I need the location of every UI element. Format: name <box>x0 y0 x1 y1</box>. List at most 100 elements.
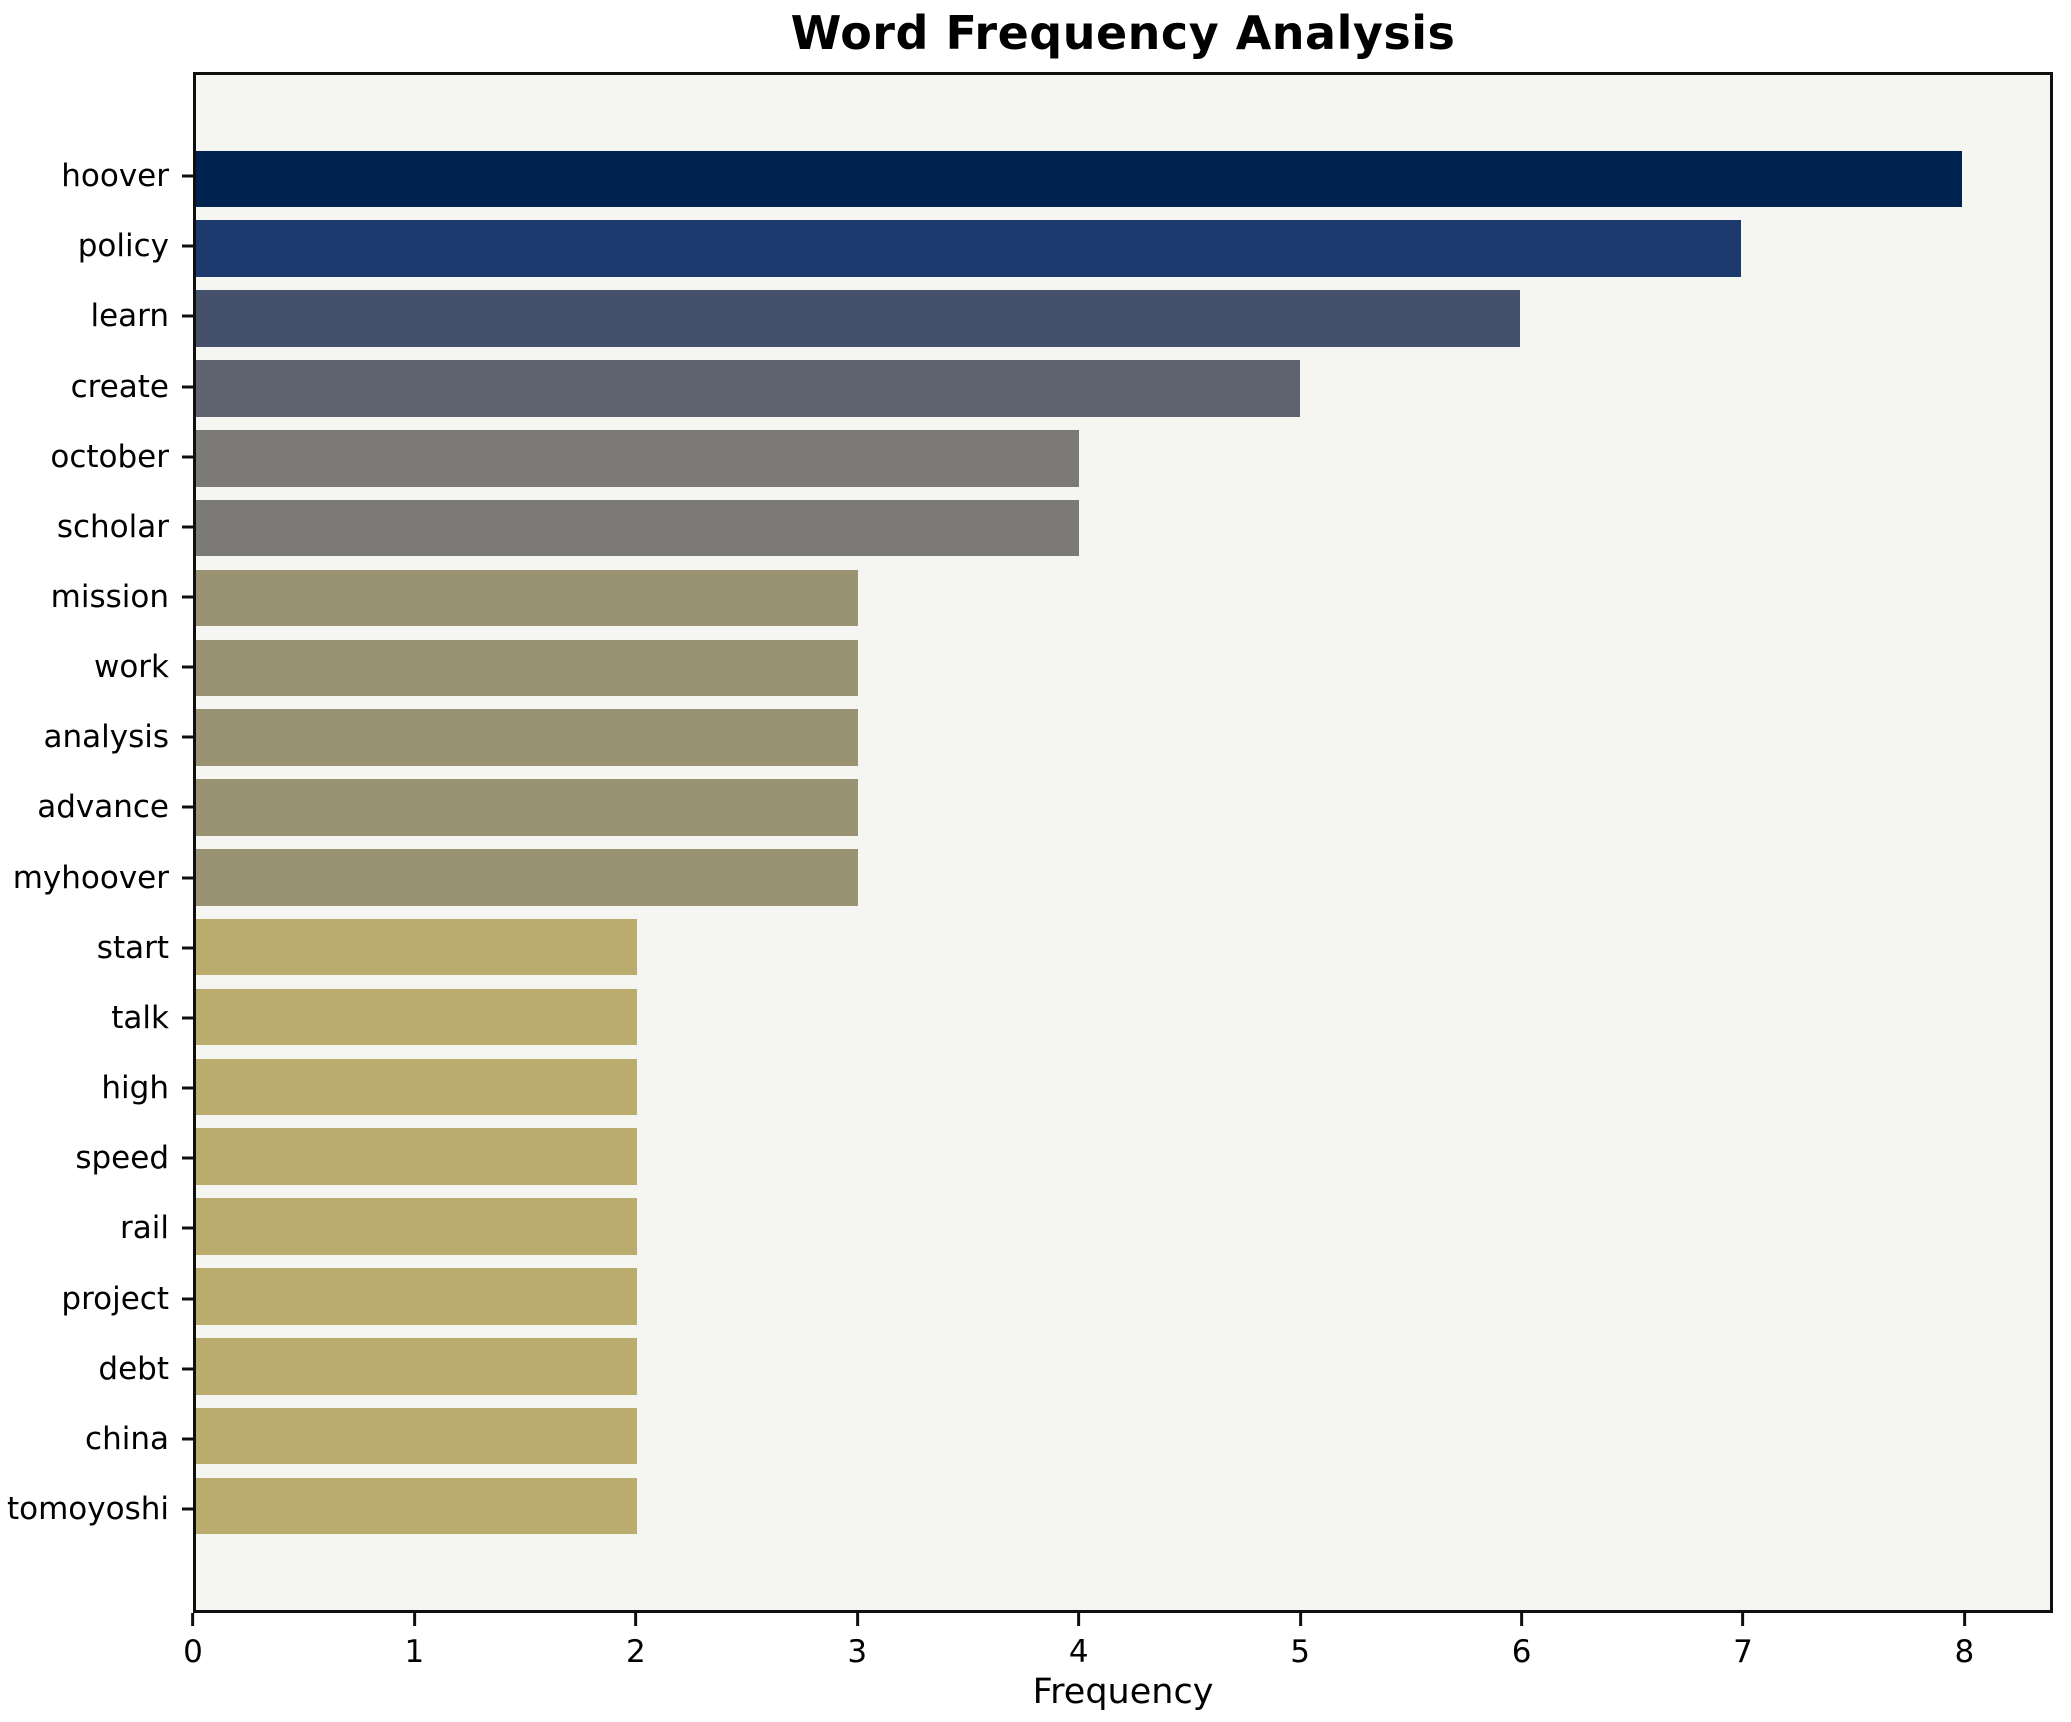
y-tick-mark <box>182 1086 193 1090</box>
x-tick-mark <box>855 1613 859 1626</box>
bar-row <box>196 773 2050 843</box>
y-tick-row: advance <box>0 772 193 842</box>
x-tick-3: 3 <box>847 1613 867 1670</box>
y-tick-label-tomoyoshi: tomoyoshi <box>6 1491 169 1528</box>
x-tick-6: 6 <box>1511 1613 1532 1670</box>
bar-row <box>196 354 2050 424</box>
bar-work <box>196 639 859 697</box>
bar-learn <box>196 290 1521 347</box>
y-tick-row: high <box>0 1053 193 1123</box>
y-tick-label-speed: speed <box>75 1140 169 1177</box>
x-tick-mark <box>634 1613 638 1626</box>
y-tick-mark <box>182 525 193 529</box>
x-tick-label: 4 <box>1068 1634 1089 1670</box>
y-tick-mark <box>182 805 193 809</box>
x-tick-mark <box>412 1613 416 1626</box>
y-tick-row: start <box>0 913 193 983</box>
y-tick-row: analysis <box>0 702 193 772</box>
y-tick-mark <box>182 385 193 389</box>
bar-high <box>196 1058 638 1116</box>
x-tick-0: 0 <box>183 1613 203 1670</box>
x-tick-label: 6 <box>1511 1634 1532 1670</box>
y-tick-label-october: october <box>50 438 169 475</box>
x-tick-7: 7 <box>1733 1613 1753 1670</box>
y-tick-mark <box>182 1226 193 1230</box>
bar-row <box>196 493 2050 563</box>
y-tick-row: rail <box>0 1193 193 1263</box>
x-tick-mark <box>1741 1613 1745 1626</box>
bar-mission <box>196 569 859 627</box>
bar-row <box>196 1192 2050 1262</box>
bar-rail <box>196 1198 638 1255</box>
x-tick-8: 8 <box>1954 1613 1975 1670</box>
y-tick-mark <box>182 876 193 880</box>
y-tick-label-rail: rail <box>120 1210 169 1247</box>
bar-row <box>196 423 2050 493</box>
bar-advance <box>196 779 859 836</box>
x-tick-2: 2 <box>626 1613 646 1670</box>
bar-row <box>196 144 2050 214</box>
y-tick-row: china <box>0 1404 193 1474</box>
bar-row <box>196 1052 2050 1122</box>
y-tick-label-debt: debt <box>98 1350 169 1387</box>
y-tick-mark <box>182 1156 193 1160</box>
y-tick-label-talk: talk <box>111 999 169 1036</box>
chart-title: Word Frequency Analysis <box>790 6 1456 60</box>
y-tick-row: learn <box>0 281 193 351</box>
bar-row <box>196 912 2050 982</box>
bar-row <box>196 1401 2050 1471</box>
bar-start <box>196 918 638 976</box>
bar-row <box>196 1331 2050 1401</box>
y-tick-label-policy: policy <box>77 228 169 265</box>
bar-project <box>196 1268 638 1325</box>
x-tick-label: 2 <box>625 1634 646 1670</box>
y-tick-row: hoover <box>0 141 193 211</box>
y-tick-mark <box>182 735 193 739</box>
bar-row <box>196 1471 2050 1541</box>
x-tick-label: 8 <box>1954 1634 1975 1670</box>
bar-speed <box>196 1128 638 1186</box>
y-tick-row: policy <box>0 211 193 281</box>
y-tick-label-analysis: analysis <box>43 719 169 756</box>
x-tick-4: 4 <box>1069 1613 1089 1670</box>
y-tick-label-high: high <box>101 1070 169 1107</box>
x-tick-label: 5 <box>1290 1634 1311 1670</box>
y-tick-row: talk <box>0 983 193 1053</box>
y-tick-label-project: project <box>61 1280 169 1317</box>
x-tick-mark <box>1962 1613 1966 1626</box>
y-tick-row: debt <box>0 1334 193 1404</box>
bar-policy <box>196 220 1741 278</box>
bar-hoover <box>196 150 1962 208</box>
bar-row <box>196 214 2050 284</box>
y-tick-row: project <box>0 1264 193 1334</box>
y-tick-mark <box>182 1507 193 1511</box>
y-tick-label-myhoover: myhoover <box>12 859 169 896</box>
bar-row <box>196 633 2050 703</box>
bar-tomoyoshi <box>196 1477 638 1535</box>
y-tick-label-scholar: scholar <box>56 508 169 545</box>
y-tick-label-mission: mission <box>50 579 169 616</box>
y-tick-label-learn: learn <box>90 298 169 335</box>
y-axis-labels: hoover policy learn create october scholar mis… <box>0 141 193 1544</box>
bar-row <box>196 842 2050 912</box>
bar-myhoover <box>196 849 859 906</box>
y-tick-mark <box>182 314 193 318</box>
x-tick-1: 1 <box>405 1613 424 1670</box>
bar-scholar <box>196 499 1079 557</box>
bar-talk <box>196 988 638 1046</box>
bar-row <box>196 284 2050 354</box>
x-tick-mark <box>1520 1613 1524 1626</box>
y-tick-row: tomoyoshi <box>0 1474 193 1544</box>
y-tick-label-create: create <box>70 368 169 405</box>
bar-debt <box>196 1337 638 1395</box>
bar-october <box>196 430 1079 487</box>
y-tick-label-advance: advance <box>37 789 169 826</box>
bar-china <box>196 1407 638 1465</box>
y-tick-mark <box>182 1437 193 1441</box>
x-axis-ticks: 0 1 2 3 4 5 6 7 8 <box>183 1613 2053 1703</box>
bar-create <box>196 360 1300 417</box>
y-tick-row: work <box>0 632 193 702</box>
x-tick-mark <box>191 1613 195 1626</box>
x-axis-title: Frequency <box>1032 1672 1214 1712</box>
bars-container <box>196 144 2050 1541</box>
